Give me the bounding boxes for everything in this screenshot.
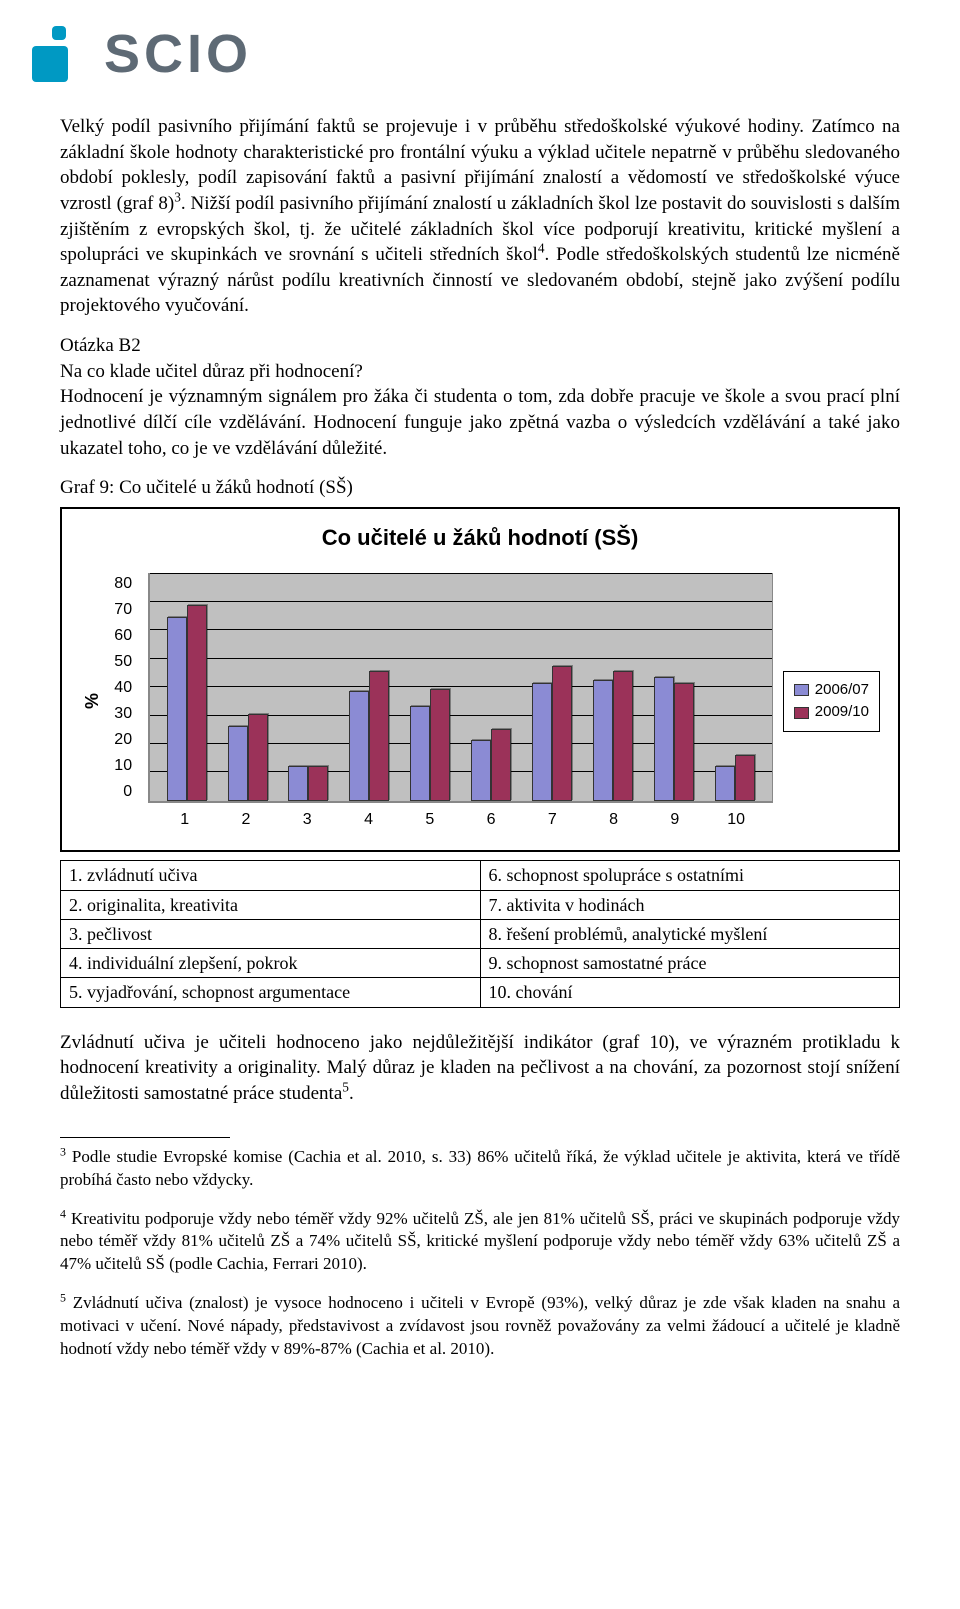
y-tick-label: 10 xyxy=(114,755,132,777)
footnote-separator xyxy=(60,1137,230,1138)
legend-label: 2009/10 xyxy=(815,702,869,722)
legend-item: 2009/10 xyxy=(794,702,869,722)
y-tick-label: 0 xyxy=(123,781,132,803)
bar-group xyxy=(410,689,450,801)
chart-y-axis-label: % xyxy=(80,693,104,709)
key-cell: 8. řešení problémů, analytické myšlení xyxy=(480,919,900,948)
legend-label: 2006/07 xyxy=(815,680,869,700)
chart-frame: Co učitelé u žáků hodnotí (SŠ) % 8070605… xyxy=(60,507,900,852)
key-cell: 7. aktivita v hodinách xyxy=(480,890,900,919)
bar-series-1 xyxy=(349,691,369,800)
bar-series-1 xyxy=(593,680,613,801)
chart-title: Co učitelé u žáků hodnotí (SŠ) xyxy=(80,523,880,553)
x-tick-label: 2 xyxy=(224,809,268,831)
logo-wordmark: SCIO xyxy=(104,27,252,81)
bar-series-2 xyxy=(735,755,755,801)
bar-group xyxy=(471,729,511,801)
x-tick-label: 1 xyxy=(163,809,207,831)
key-cell: 6. schopnost spolupráce s ostatními xyxy=(480,861,900,890)
chart-plot-area xyxy=(148,573,773,803)
footnote: 5 Zvládnutí učiva (znalost) je vysoce ho… xyxy=(60,1292,900,1361)
x-tick-label: 9 xyxy=(653,809,697,831)
x-tick-label: 5 xyxy=(408,809,452,831)
footnote-text: Podle studie Evropské komise (Cachia et … xyxy=(60,1147,900,1189)
x-tick-label: 3 xyxy=(285,809,329,831)
key-cell: 4. individuální zlepšení, pokrok xyxy=(61,949,481,978)
bar-series-2 xyxy=(248,714,268,800)
x-tick-label: 8 xyxy=(592,809,636,831)
y-tick-label: 70 xyxy=(114,599,132,621)
key-cell: 10. chování xyxy=(480,978,900,1007)
legend-swatch xyxy=(794,684,809,696)
x-tick-label: 10 xyxy=(714,809,758,831)
chart-y-ticks: 80 70 60 50 40 30 20 10 0 xyxy=(114,573,138,803)
bar-series-2 xyxy=(308,766,328,801)
bar-series-1 xyxy=(715,766,735,801)
x-tick-label: 4 xyxy=(347,809,391,831)
y-tick-label: 30 xyxy=(114,703,132,725)
body-paragraph: Zvládnutí učiva je učiteli hodnoceno jak… xyxy=(60,1030,900,1107)
y-tick-label: 50 xyxy=(114,651,132,673)
y-tick-label: 40 xyxy=(114,677,132,699)
footnote: 4 Kreativitu podporuje vždy nebo téměř v… xyxy=(60,1208,900,1277)
bar-series-2 xyxy=(491,729,511,801)
chart-legend: 2006/07 2009/10 xyxy=(783,671,880,732)
bar-group xyxy=(654,677,694,801)
table-row: 5. vyjadřování, schopnost argumentace10.… xyxy=(61,978,900,1007)
y-tick-label: 20 xyxy=(114,729,132,751)
bar-series-2 xyxy=(369,671,389,800)
table-row: 2. originalita, kreativita7. aktivita v … xyxy=(61,890,900,919)
chart-caption: Graf 9: Co učitelé u žáků hodnotí (SŠ) xyxy=(60,475,900,501)
key-cell: 3. pečlivost xyxy=(61,919,481,948)
footnote-ref-5: 5 xyxy=(342,1080,349,1095)
key-cell: 5. vyjadřování, schopnost argumentace xyxy=(61,978,481,1007)
bar-group xyxy=(167,605,207,801)
footnote-text: Kreativitu podporuje vždy nebo téměř vžd… xyxy=(60,1209,900,1274)
chart-key-table: 1. zvládnutí učiva6. schopnost spoluprác… xyxy=(60,860,900,1007)
bar-series-1 xyxy=(654,677,674,801)
bar-series-2 xyxy=(674,683,694,801)
question-text: Na co klade učitel důraz při hodnocení? xyxy=(60,359,900,385)
x-tick-label: 7 xyxy=(530,809,574,831)
body-paragraph: Hodnocení je významným signálem pro žáka… xyxy=(60,384,900,461)
logo-mark xyxy=(30,24,90,84)
key-cell: 2. originalita, kreativita xyxy=(61,890,481,919)
question-label: Otázka B2 xyxy=(60,333,900,359)
bar-series-2 xyxy=(187,605,207,801)
text: Velký podíl pasivního přijímání faktů se… xyxy=(60,116,804,137)
chart-x-ticks: 123456789 10 xyxy=(148,803,773,831)
x-tick-label: 6 xyxy=(469,809,513,831)
bar-series-2 xyxy=(552,666,572,801)
scio-logo: SCIO xyxy=(30,24,960,84)
table-row: 3. pečlivost8. řešení problémů, analytic… xyxy=(61,919,900,948)
bar-series-1 xyxy=(228,726,248,801)
bar-series-2 xyxy=(430,689,450,801)
bar-series-1 xyxy=(410,706,430,801)
key-cell: 1. zvládnutí učiva xyxy=(61,861,481,890)
table-row: 4. individuální zlepšení, pokrok9. schop… xyxy=(61,949,900,978)
bar-series-1 xyxy=(532,683,552,801)
footnote-ref-3: 3 xyxy=(174,190,181,205)
y-tick-label: 60 xyxy=(114,625,132,647)
bar-group xyxy=(532,666,572,801)
bar-series-1 xyxy=(471,740,491,800)
bar-group xyxy=(288,766,328,801)
y-tick-label: 80 xyxy=(114,573,132,595)
key-cell: 9. schopnost samostatné práce xyxy=(480,949,900,978)
bar-group xyxy=(228,714,268,800)
bar-group xyxy=(593,671,633,800)
bar-series-2 xyxy=(613,671,633,800)
legend-item: 2006/07 xyxy=(794,680,869,700)
table-row: 1. zvládnutí učiva6. schopnost spoluprác… xyxy=(61,861,900,890)
body-paragraph: Velký podíl pasivního přijímání faktů se… xyxy=(60,114,900,319)
text: . xyxy=(349,1083,354,1104)
bar-series-1 xyxy=(167,617,187,801)
text: Zvládnutí učiva je učiteli hodnoceno jak… xyxy=(60,1032,900,1104)
footnote-text: Zvládnutí učiva (znalost) je vysoce hodn… xyxy=(60,1293,900,1358)
bar-series-1 xyxy=(288,766,308,801)
bar-group xyxy=(715,755,755,801)
bar-group xyxy=(349,671,389,800)
legend-swatch xyxy=(794,707,809,719)
footnote: 3 Podle studie Evropské komise (Cachia e… xyxy=(60,1146,900,1192)
